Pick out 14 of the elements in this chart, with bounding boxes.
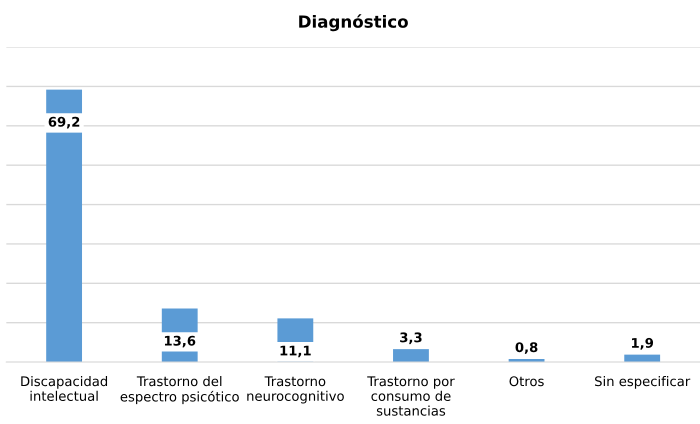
data-label: 69,2 bbox=[48, 116, 80, 128]
data-label: 13,6 bbox=[164, 336, 196, 348]
data-label: 3,3 bbox=[400, 332, 422, 344]
x-tick-label: Otros bbox=[510, 376, 544, 386]
data-label: 11,1 bbox=[280, 346, 311, 358]
data-label: 0,8 bbox=[516, 342, 538, 354]
bar bbox=[46, 90, 82, 362]
data-label: 1,9 bbox=[632, 338, 654, 350]
x-tick-label: Trastorno por consumo de sustancias bbox=[367, 376, 455, 416]
chart-title: Diagnóstico bbox=[299, 14, 408, 32]
x-tick-label: Trastorno del espectro psicótico bbox=[120, 376, 239, 404]
x-tick-label: Trastorno neurocognitivo bbox=[247, 376, 344, 404]
x-tick-label: Discapacidad intelectual bbox=[21, 376, 108, 401]
x-tick-label: Sin especificar bbox=[595, 376, 690, 389]
